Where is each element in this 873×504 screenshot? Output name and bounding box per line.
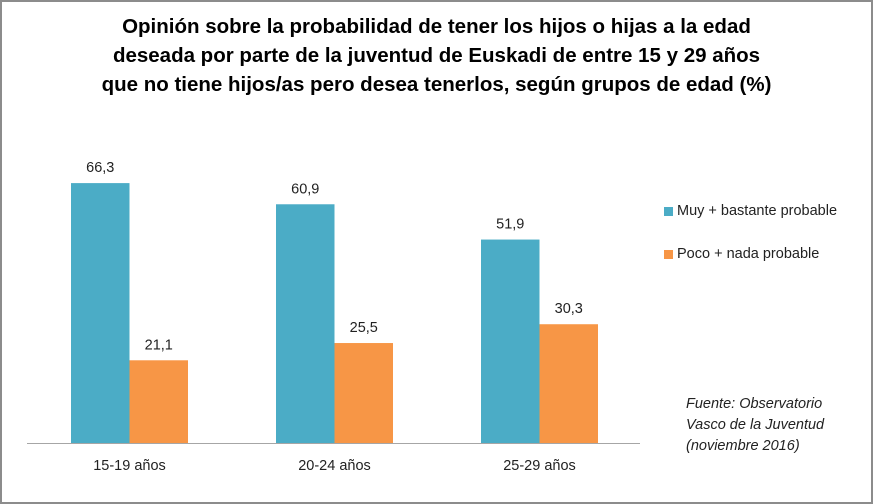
bar — [539, 324, 598, 443]
data-label: 66,3 — [86, 160, 114, 176]
legend-item-poco-nada: Poco + nada probable — [664, 246, 819, 262]
data-label: 51,9 — [496, 217, 524, 233]
source-line: Vasco de la Juventud — [686, 417, 825, 433]
data-label: 30,3 — [555, 301, 583, 317]
legend-label: Poco + nada probable — [677, 246, 820, 262]
legend-swatch — [664, 249, 673, 259]
bar — [129, 360, 188, 443]
data-label: 60,9 — [291, 181, 319, 197]
x-tick-label: 20-24 años — [298, 458, 371, 474]
title-line: deseada por parte de la juventud de Eusk… — [112, 44, 761, 67]
source-note: Fuente: Observatorio Vasco de la Juventu… — [686, 394, 824, 457]
title-line: Opinión sobre la probabilidad de tener l… — [122, 15, 751, 38]
data-label: 21,1 — [145, 337, 173, 353]
source-line: (noviembre 2016) — [686, 438, 800, 454]
legend-label: Muy + bastante probable — [677, 203, 838, 219]
data-label: 25,5 — [350, 320, 378, 336]
x-tick-label: 25-29 años — [503, 458, 576, 474]
bar — [334, 343, 393, 443]
source-line: Fuente: Observatorio — [686, 396, 823, 412]
bar — [481, 239, 540, 443]
chart-title: Opinión sobre la probabilidad de tener l… — [2, 12, 871, 99]
title-line: que no tiene hijos/as pero desea tenerlo… — [101, 73, 772, 96]
bar — [276, 204, 335, 443]
x-tick-label: 15-19 años — [93, 458, 166, 474]
bar — [71, 183, 130, 443]
legend-item-muy-bastante: Muy + bastante probable — [664, 203, 837, 219]
legend-swatch — [664, 206, 673, 216]
